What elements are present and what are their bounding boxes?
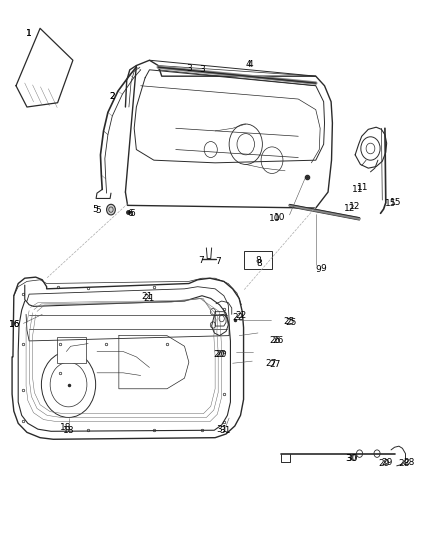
Text: 27: 27 bbox=[265, 359, 276, 368]
Bar bbox=[57, 337, 86, 364]
Text: 3: 3 bbox=[186, 64, 191, 72]
Text: 15: 15 bbox=[389, 198, 401, 207]
Text: 29: 29 bbox=[377, 459, 389, 467]
Text: 21: 21 bbox=[144, 294, 155, 303]
Text: 16: 16 bbox=[9, 320, 21, 329]
Text: 11: 11 bbox=[357, 183, 368, 192]
Text: 11: 11 bbox=[352, 185, 363, 194]
Text: 31: 31 bbox=[215, 425, 227, 434]
Text: 1: 1 bbox=[26, 29, 32, 38]
Text: 31: 31 bbox=[219, 426, 230, 435]
Text: 5: 5 bbox=[95, 206, 101, 215]
Text: 2: 2 bbox=[109, 92, 115, 101]
Text: 30: 30 bbox=[346, 455, 357, 463]
Text: 8: 8 bbox=[254, 256, 260, 264]
Text: 4: 4 bbox=[247, 60, 252, 69]
Text: 1: 1 bbox=[26, 29, 32, 38]
Text: 22: 22 bbox=[232, 312, 244, 321]
Text: 6: 6 bbox=[129, 209, 134, 218]
Text: 16: 16 bbox=[9, 320, 20, 329]
Bar bbox=[243, 251, 272, 269]
Text: 7: 7 bbox=[198, 256, 204, 264]
Text: 25: 25 bbox=[285, 318, 296, 327]
Text: 21: 21 bbox=[141, 292, 152, 301]
Text: 10: 10 bbox=[268, 214, 280, 223]
Text: 18: 18 bbox=[63, 426, 74, 435]
Text: 18: 18 bbox=[60, 423, 71, 432]
Text: 4: 4 bbox=[244, 60, 250, 69]
Text: 25: 25 bbox=[283, 317, 293, 326]
Text: 28: 28 bbox=[398, 459, 409, 467]
Text: 2: 2 bbox=[109, 92, 115, 101]
Text: 29: 29 bbox=[381, 458, 392, 466]
Text: 10: 10 bbox=[273, 213, 285, 222]
Text: 9: 9 bbox=[320, 264, 326, 272]
Text: 30: 30 bbox=[344, 455, 356, 463]
Text: 22: 22 bbox=[234, 311, 246, 320]
Text: 26: 26 bbox=[272, 336, 283, 345]
Text: 28: 28 bbox=[403, 458, 414, 466]
Text: 20: 20 bbox=[215, 350, 226, 359]
Text: 27: 27 bbox=[269, 360, 281, 369]
Text: 12: 12 bbox=[343, 204, 354, 213]
Text: 6: 6 bbox=[127, 209, 133, 218]
Circle shape bbox=[106, 204, 115, 215]
Text: 3: 3 bbox=[199, 66, 205, 74]
Text: 15: 15 bbox=[385, 199, 396, 208]
Text: 8: 8 bbox=[255, 260, 261, 268]
Text: 9: 9 bbox=[315, 265, 321, 273]
Text: 12: 12 bbox=[348, 203, 359, 212]
Text: 26: 26 bbox=[269, 336, 281, 345]
Text: 5: 5 bbox=[92, 205, 97, 214]
Text: 7: 7 bbox=[215, 257, 220, 265]
Text: 20: 20 bbox=[213, 350, 225, 359]
